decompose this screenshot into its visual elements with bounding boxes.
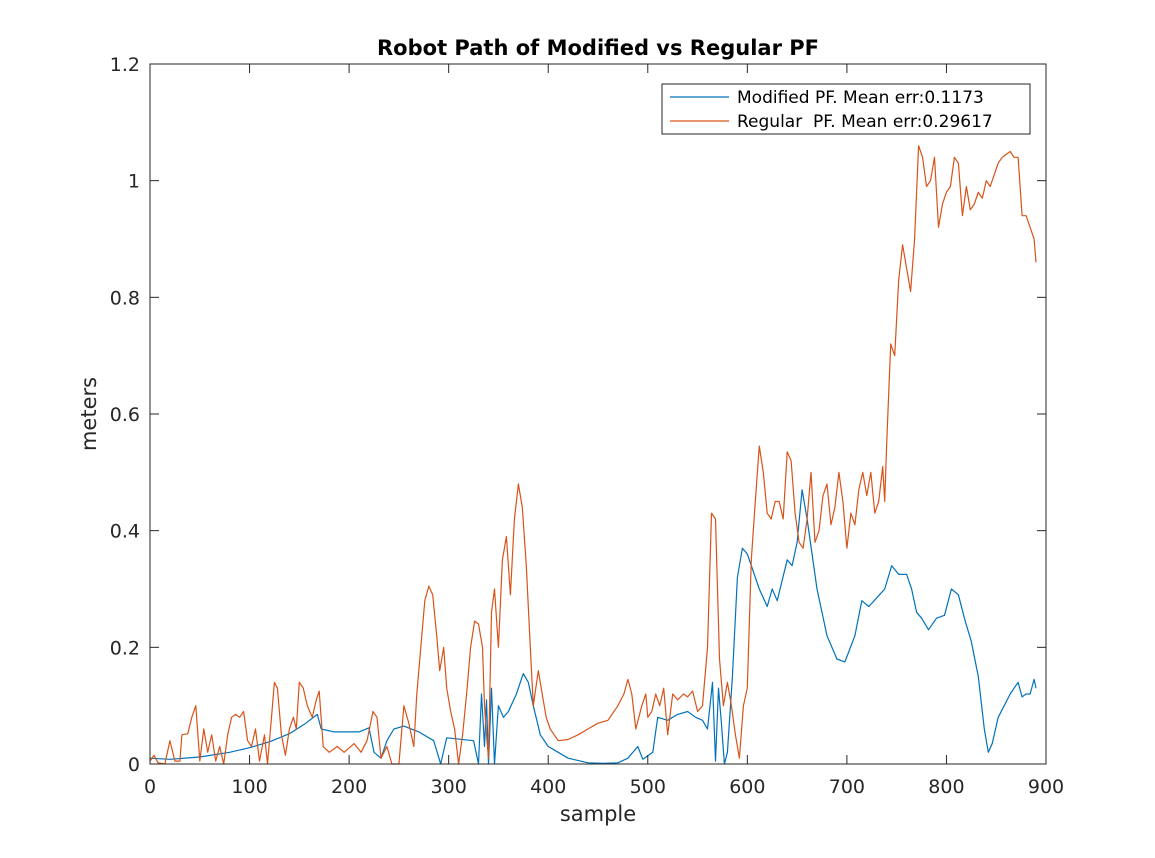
series-line-regular-pf (149, 145, 1037, 765)
y-tick-label: 0.4 (110, 521, 140, 543)
legend: Modified PF. Mean err:0.1173 Regular PF.… (661, 83, 1031, 135)
plot-area (150, 64, 1046, 764)
legend-box (661, 83, 1031, 135)
x-tick-label: 500 (630, 776, 666, 798)
y-tick-labels: 0 0.2 0.4 0.6 0.8 1 1.2 (110, 54, 140, 776)
y-tick-label: 0.8 (110, 287, 140, 309)
x-tick-label: 900 (1028, 776, 1064, 798)
x-tick-label: 200 (331, 776, 367, 798)
x-tick-label: 700 (829, 776, 865, 798)
x-tick-label: 0 (144, 776, 156, 798)
x-tick-labels: 0 100 200 300 400 500 600 700 800 900 (144, 776, 1064, 798)
legend-label-modified: Modified PF. Mean err:0.1173 (737, 88, 984, 108)
y-tick-label: 0 (128, 754, 140, 776)
x-tick-label: 300 (431, 776, 467, 798)
y-tick-label: 1.2 (110, 54, 140, 76)
y-axis-label: meters (77, 377, 101, 451)
y-tick-label: 0.2 (110, 637, 140, 659)
x-tick-label: 600 (729, 776, 765, 798)
chart-title: Robot Path of Modified vs Regular PF (377, 36, 819, 60)
legend-label-regular: Regular PF. Mean err:0.29617 (737, 112, 993, 132)
x-axis-label: sample (560, 802, 636, 826)
x-tick-label: 800 (928, 776, 964, 798)
series-lines (149, 145, 1037, 765)
x-tick-label: 400 (530, 776, 566, 798)
y-tick-label: 1 (128, 171, 140, 193)
y-tick-label: 0.6 (110, 404, 140, 426)
x-tick-label: 100 (231, 776, 267, 798)
series-line-modified-pf (149, 489, 1037, 765)
axis-ticks (149, 63, 1047, 765)
